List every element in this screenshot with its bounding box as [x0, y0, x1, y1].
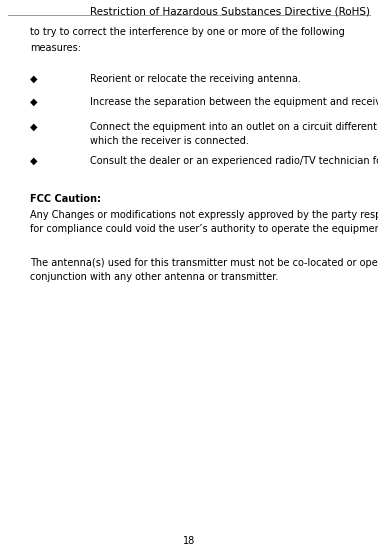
Text: Restriction of Hazardous Substances Directive (RoHS): Restriction of Hazardous Substances Dire…	[90, 6, 370, 16]
Text: measures:: measures:	[30, 43, 81, 53]
Text: Reorient or relocate the receiving antenna.: Reorient or relocate the receiving anten…	[90, 74, 301, 84]
Text: ◆: ◆	[30, 122, 37, 132]
Text: Consult the dealer or an experienced radio/TV technician for help.: Consult the dealer or an experienced rad…	[90, 156, 378, 166]
Text: which the receiver is connected.: which the receiver is connected.	[90, 136, 249, 146]
Text: to try to correct the interference by one or more of the following: to try to correct the interference by on…	[30, 27, 345, 37]
Text: Any Changes or modifications not expressly approved by the party responsible: Any Changes or modifications not express…	[30, 210, 378, 220]
Text: 18: 18	[183, 536, 195, 546]
Text: conjunction with any other antenna or transmitter.: conjunction with any other antenna or tr…	[30, 272, 278, 282]
Text: Increase the separation between the equipment and receiver.: Increase the separation between the equi…	[90, 97, 378, 107]
Text: The antenna(s) used for this transmitter must not be co-located or operating in: The antenna(s) used for this transmitter…	[30, 258, 378, 268]
Text: ◆: ◆	[30, 97, 37, 107]
Text: Connect the equipment into an outlet on a circuit different from that to: Connect the equipment into an outlet on …	[90, 122, 378, 132]
Text: ◆: ◆	[30, 156, 37, 166]
Text: for compliance could void the user’s authority to operate the equipment.: for compliance could void the user’s aut…	[30, 224, 378, 234]
Text: FCC Caution:: FCC Caution:	[30, 194, 101, 204]
Text: ◆: ◆	[30, 74, 37, 84]
